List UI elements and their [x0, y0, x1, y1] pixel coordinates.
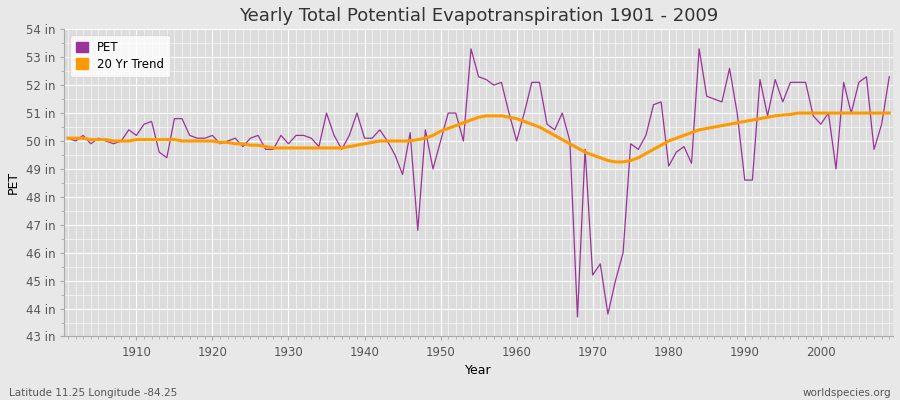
Y-axis label: PET: PET — [7, 171, 20, 194]
Text: Latitude 11.25 Longitude -84.25: Latitude 11.25 Longitude -84.25 — [9, 388, 177, 398]
Title: Yearly Total Potential Evapotranspiration 1901 - 2009: Yearly Total Potential Evapotranspiratio… — [239, 7, 718, 25]
Legend: PET, 20 Yr Trend: PET, 20 Yr Trend — [70, 35, 170, 76]
Text: worldspecies.org: worldspecies.org — [803, 388, 891, 398]
X-axis label: Year: Year — [465, 364, 492, 377]
